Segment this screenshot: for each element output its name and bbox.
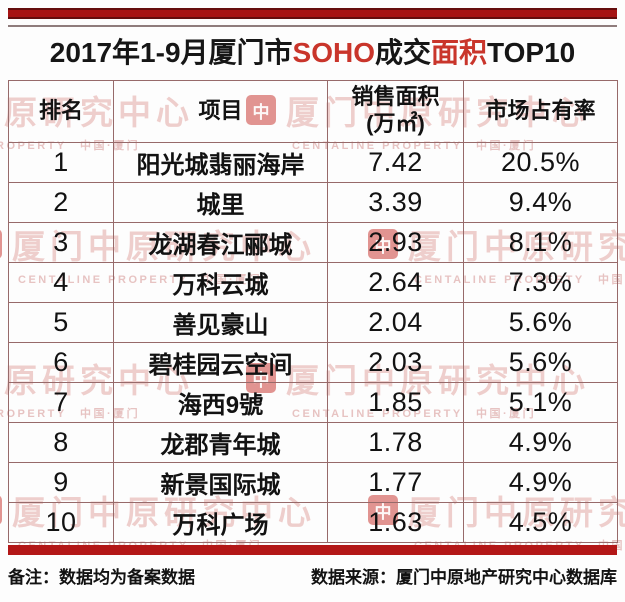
rank-cell: 10 bbox=[8, 501, 114, 543]
footer-note: 备注：数据均为备案数据 bbox=[8, 567, 195, 587]
area-cell: 1.78 bbox=[327, 421, 464, 463]
project-cell: 万科云城 bbox=[113, 261, 328, 303]
footer-source: 数据来源：厦门中原地产研究中心数据库 bbox=[311, 567, 617, 587]
table-row: 7 海西9號 1.85 5.1% bbox=[8, 381, 618, 423]
rank-cell: 5 bbox=[8, 301, 114, 343]
area-cell: 2.04 bbox=[327, 301, 464, 343]
project-cell: 新景国际城 bbox=[113, 461, 328, 503]
rank-cell: 4 bbox=[8, 261, 114, 303]
project-cell: 万科广场 bbox=[113, 501, 328, 543]
project-cell: 城里 bbox=[113, 181, 328, 223]
bottom-accent-bar bbox=[8, 544, 617, 555]
table-row: 2 城里 3.39 9.4% bbox=[8, 181, 618, 223]
rank-cell: 7 bbox=[8, 381, 114, 423]
divider-line bbox=[8, 25, 617, 27]
project-cell: 龙湖春江郦城 bbox=[113, 221, 328, 263]
project-cell: 海西9號 bbox=[113, 381, 328, 423]
soho-ranking-table: 排名 项目 销售面积 (万㎡) 市场占有率 1 阳光城翡丽海岸 7.42 20.… bbox=[8, 79, 618, 543]
title-segment-highlight: 面积 bbox=[431, 37, 488, 68]
share-cell: 4.9% bbox=[463, 421, 618, 463]
header-rank: 排名 bbox=[8, 79, 114, 143]
area-cell: 2.64 bbox=[327, 261, 464, 303]
content: 2017年1-9月厦门市SOHO成交面积TOP10 排名 项目 销售面积 (万㎡… bbox=[8, 8, 618, 588]
share-cell: 5.1% bbox=[463, 381, 618, 423]
table-row: 9 新景国际城 1.77 4.9% bbox=[8, 461, 618, 503]
share-cell: 20.5% bbox=[463, 141, 618, 183]
share-cell: 4.9% bbox=[463, 461, 618, 503]
project-cell: 龙郡青年城 bbox=[113, 421, 328, 463]
share-cell: 4.5% bbox=[463, 501, 618, 543]
share-cell: 8.1% bbox=[463, 221, 618, 263]
table-row: 1 阳光城翡丽海岸 7.42 20.5% bbox=[8, 141, 618, 183]
rank-cell: 1 bbox=[8, 141, 114, 183]
table-row: 10 万科广场 1.63 4.5% bbox=[8, 501, 618, 543]
footer: 备注：数据均为备案数据 数据来源：厦门中原地产研究中心数据库 bbox=[8, 563, 617, 588]
rank-cell: 8 bbox=[8, 421, 114, 463]
table-row: 6 碧桂园云空间 2.03 5.6% bbox=[8, 341, 618, 383]
share-cell: 5.6% bbox=[463, 301, 618, 343]
page-title: 2017年1-9月厦门市SOHO成交面积TOP10 bbox=[8, 36, 617, 70]
header-project: 项目 bbox=[113, 79, 328, 143]
project-cell: 阳光城翡丽海岸 bbox=[113, 141, 328, 183]
area-cell: 2.93 bbox=[327, 221, 464, 263]
share-cell: 9.4% bbox=[463, 181, 618, 223]
header-area: 销售面积 (万㎡) bbox=[327, 79, 464, 143]
table-row: 5 善见豪山 2.04 5.6% bbox=[8, 301, 618, 343]
share-cell: 5.6% bbox=[463, 341, 618, 383]
rank-cell: 6 bbox=[8, 341, 114, 383]
project-cell: 善见豪山 bbox=[113, 301, 328, 343]
area-cell: 2.03 bbox=[327, 341, 464, 383]
title-segment: TOP10 bbox=[487, 37, 576, 68]
header-row: 排名 项目 销售面积 (万㎡) 市场占有率 bbox=[8, 79, 618, 143]
header-share: 市场占有率 bbox=[463, 79, 618, 143]
table-row: 4 万科云城 2.64 7.3% bbox=[8, 261, 618, 303]
project-cell: 碧桂园云空间 bbox=[113, 341, 328, 383]
table-row: 8 龙郡青年城 1.78 4.9% bbox=[8, 421, 618, 463]
area-cell: 1.77 bbox=[327, 461, 464, 503]
area-cell: 1.85 bbox=[327, 381, 464, 423]
table-row: 3 龙湖春江郦城 2.93 8.1% bbox=[8, 221, 618, 263]
rank-cell: 3 bbox=[8, 221, 114, 263]
title-segment: 成交 bbox=[375, 37, 432, 68]
area-cell: 1.63 bbox=[327, 501, 464, 543]
title-segment: 2017年1-9月厦门市 bbox=[49, 37, 293, 68]
rank-cell: 9 bbox=[8, 461, 114, 503]
rank-cell: 2 bbox=[8, 181, 114, 223]
area-cell: 3.39 bbox=[327, 181, 464, 223]
title-segment-highlight: SOHO bbox=[292, 37, 375, 68]
share-cell: 7.3% bbox=[463, 261, 618, 303]
top-accent-bar bbox=[8, 8, 617, 19]
area-cell: 7.42 bbox=[327, 141, 464, 183]
